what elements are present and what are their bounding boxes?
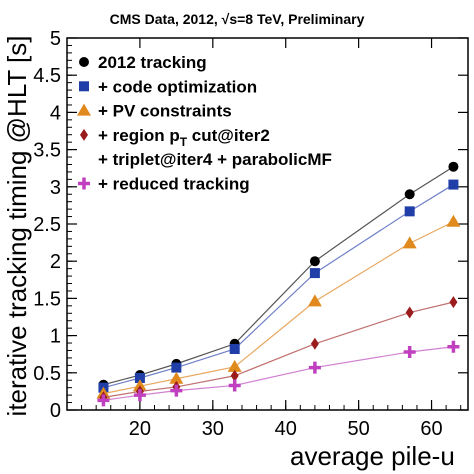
data-point: [97, 394, 110, 407]
data-point: [310, 337, 319, 350]
x-tick-label: 40: [275, 418, 297, 440]
legend-entry: + reduced tracking: [98, 175, 250, 194]
data-point: [170, 384, 183, 397]
legend-marker: [77, 103, 91, 116]
series-line-1: [103, 184, 454, 389]
legend-entry: + PV constraints: [98, 102, 232, 121]
x-tick-label: 30: [202, 418, 224, 440]
legend-entry: + triplet@iter4 + parabolicMF: [98, 150, 332, 169]
data-point: [230, 369, 239, 382]
y-tick-label: 1: [50, 326, 61, 348]
data-point: [403, 345, 416, 358]
data-point: [308, 361, 321, 374]
data-point: [309, 268, 320, 279]
data-point: [228, 379, 241, 392]
chart-title: CMS Data, 2012, √s=8 TeV, Preliminary: [110, 11, 365, 27]
data-point: [307, 294, 322, 307]
legend: 2012 tracking + code optimization + PV con…: [77, 53, 332, 194]
series-layer: [96, 161, 461, 407]
ticks-layer: 0 0.5 1 1.5 2 2.5 3 3.5 4 4.5 5 20 30 40 50 60: [33, 28, 468, 440]
data-point: [309, 256, 320, 267]
data-point: [132, 379, 147, 392]
data-point: [404, 189, 415, 200]
legend-entry: 2012 tracking: [98, 53, 207, 72]
y-tick-label: 2: [50, 251, 61, 273]
data-point: [133, 389, 146, 402]
x-tick-label: 20: [129, 418, 151, 440]
data-point: [446, 214, 461, 227]
y-tick-label: 4: [50, 102, 61, 124]
legend-entry: + code optimization: [98, 77, 257, 96]
legend-entry: + region pT cut@iter2: [98, 126, 270, 149]
y-tick-label: 3: [50, 177, 61, 199]
data-point: [229, 343, 240, 354]
y-axis-label: iterative tracking timing @HLT [s]: [2, 36, 32, 417]
data-point: [447, 340, 460, 353]
series-line-0: [103, 166, 454, 386]
data-point: [171, 362, 182, 373]
data-point: [169, 371, 184, 384]
x-tick-label: 60: [420, 418, 442, 440]
y-tick-label: 1.5: [33, 288, 61, 310]
y-tick-label: 0: [50, 400, 61, 422]
data-point: [448, 179, 459, 190]
y-tick-label: 5: [50, 28, 61, 50]
y-tick-label: 0.5: [33, 363, 61, 385]
data-point: [405, 306, 414, 319]
y-tick-label: 4.5: [33, 65, 61, 87]
data-point: [449, 296, 458, 309]
x-tick-label: 50: [348, 418, 370, 440]
x-axis-label: average pile-u: [290, 441, 455, 471]
data-point: [448, 161, 459, 172]
legend-marker: [78, 177, 90, 190]
y-tick-label: 3.5: [33, 140, 61, 162]
legend-marker: [79, 81, 89, 92]
data-point: [404, 206, 415, 217]
data-point: [134, 373, 145, 384]
legend-marker: [80, 128, 88, 141]
legend-marker: [79, 57, 89, 67]
data-point: [402, 236, 417, 249]
data-point: [227, 359, 242, 372]
y-tick-label: 2.5: [33, 214, 61, 236]
